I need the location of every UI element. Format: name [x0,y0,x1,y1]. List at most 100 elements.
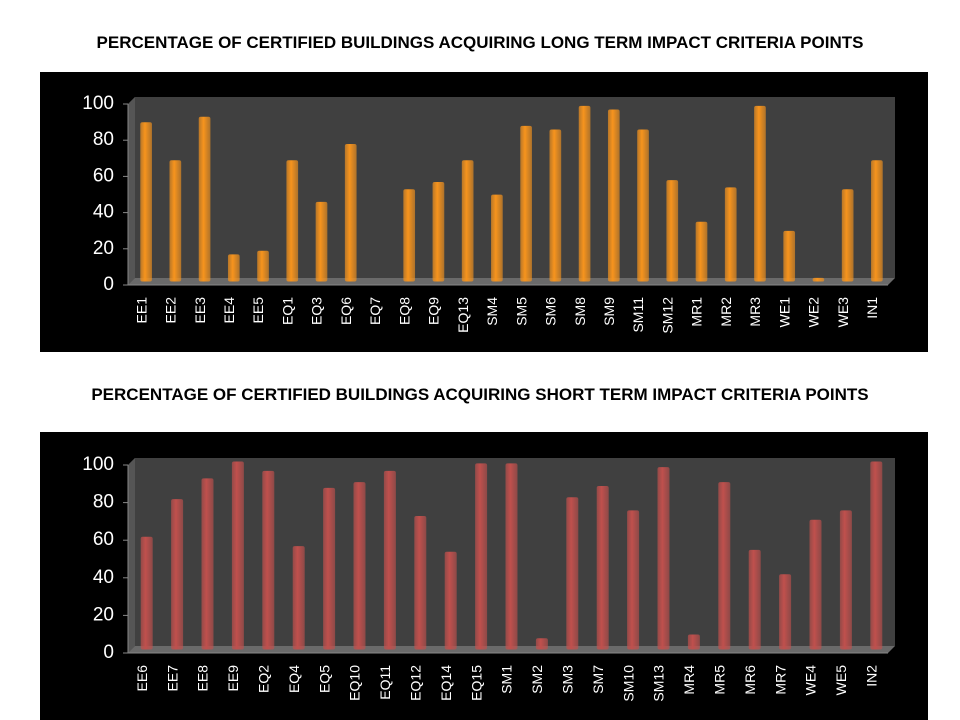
y-tick-label: 0 [103,642,114,663]
x-tick-label: EE6 [134,665,150,692]
chart: 0 20 40 60 80 100 EE1 EE2 EE3 EE4 EE5 EQ1 EQ3 EQ6 EQ7 E… [40,72,928,352]
x-tick-label: EE8 [195,665,211,692]
x-tick-label: SM1 [499,665,515,694]
bar [657,467,670,650]
x-tick-label: EE7 [164,665,180,692]
x-tick-label: SM2 [529,665,545,694]
bar [724,187,737,282]
x-tick-label: SM10 [620,665,636,702]
x-tick-label: MR7 [772,665,788,695]
bar [718,482,731,650]
bar [461,160,474,282]
x-tick-label: MR3 [747,297,763,327]
x-tick-label: EQ4 [286,665,302,693]
bar [687,634,700,650]
x-tick-label: EQ1 [279,297,295,325]
x-tick-label: IN1 [864,297,880,319]
x-tick-label: SM9 [601,297,617,326]
x-tick-label: EE1 [133,297,149,324]
x-tick-label: EQ14 [438,665,454,701]
x-tick-label: SM8 [572,297,588,326]
x-tick-label: SM7 [590,665,606,694]
bar [809,519,822,650]
x-tick-label: MR5 [712,665,728,695]
bar [578,105,591,282]
bar [549,129,562,282]
y-tick-label: 40 [93,202,114,223]
x-tick-label: MR2 [718,297,734,327]
bar [315,201,328,282]
y-tick-label: 60 [93,529,114,550]
x-tick-label: EQ13 [455,297,471,333]
x-tick-label: EE4 [221,297,237,324]
bar [140,122,152,282]
bar [566,497,579,650]
bar [666,180,679,282]
x-tick-label: EE5 [250,297,266,324]
x-tick-label: SM11 [630,297,646,333]
bar [596,485,609,650]
bar [286,160,299,282]
x-tick-label: EQ11 [377,665,393,700]
bar [841,189,854,282]
chart-title: PERCENTAGE OF CERTIFIED BUILDINGS ACQUIR… [91,385,869,404]
x-tick-label: SM3 [560,665,576,694]
bar [871,160,883,282]
x-tick-label: EQ6 [338,297,354,325]
y-tick-label: 100 [82,454,114,475]
bar [520,125,532,282]
bar [231,461,244,650]
y-tick-label: 20 [93,238,114,259]
x-tick-label: WE3 [835,297,851,328]
x-tick-label: EE2 [163,297,179,324]
x-tick-label: SM5 [513,297,529,326]
bar [505,463,518,650]
bar [607,109,620,282]
x-tick-label: EQ10 [347,665,363,701]
bar [201,478,214,650]
bar [323,487,336,650]
bar [535,638,548,650]
y-tick-label: 20 [93,604,114,625]
x-tick-label: EQ5 [316,665,332,693]
bar [403,189,416,282]
x-tick-label: SM6 [543,297,559,326]
bar [695,221,708,282]
bar [491,194,503,282]
back-wall [128,97,895,285]
x-tick-label: EQ2 [256,665,272,693]
bar [432,181,445,282]
x-tick-label: EQ12 [408,665,424,701]
y-tick-label: 0 [103,274,114,295]
bar [257,250,269,282]
side-wall [128,97,135,285]
bar [870,461,883,650]
bar [169,160,182,282]
y-tick-label: 40 [93,567,114,588]
bar [140,536,153,650]
bar [475,463,488,650]
bar [754,105,766,282]
chart: 0 20 40 60 80 100 EE6 EE7 EE8 EE9 EQ2 EQ4 EQ5 EQ10 EQ1… [40,432,928,720]
bar [292,546,305,650]
bar [414,516,427,650]
x-tick-label: IN2 [864,665,880,687]
x-tick-label: EE9 [225,665,241,692]
y-tick-label: 80 [93,129,114,150]
x-tick-label: MR1 [689,297,705,327]
bar [748,549,761,650]
x-tick-label: MR4 [681,665,697,695]
x-tick-label: EQ7 [367,297,383,325]
x-tick-label: WE4 [803,665,819,696]
side-wall [128,458,135,653]
bar [383,470,396,650]
bar [353,482,366,650]
floor [128,278,895,285]
x-tick-label: WE2 [806,297,822,328]
bar [783,230,796,282]
x-tick-label: SM12 [659,297,675,334]
y-tick-label: 100 [82,93,114,114]
x-tick-label: EQ15 [468,665,484,701]
bar [812,277,825,282]
